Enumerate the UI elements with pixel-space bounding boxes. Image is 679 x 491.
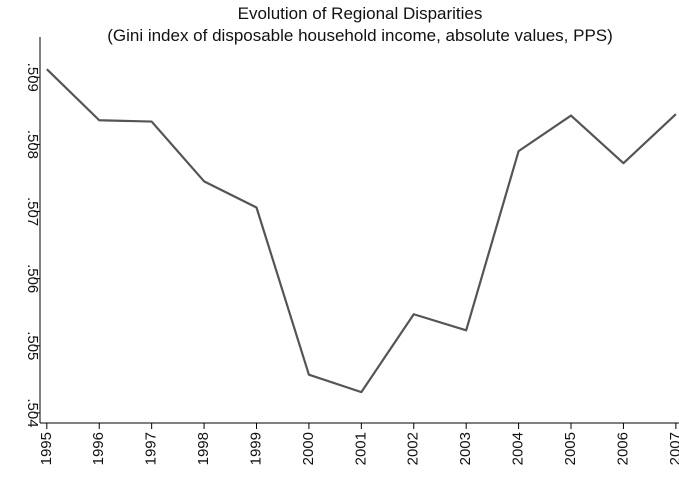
- x-tick-label: 2002: [405, 432, 422, 465]
- y-tick-label: .506: [24, 264, 41, 293]
- y-tick-label: .509: [24, 63, 41, 92]
- y-tick-label: .504: [24, 398, 41, 427]
- x-tick-label: 2007: [667, 432, 679, 465]
- x-tick-label: 2000: [300, 432, 317, 465]
- x-tick-label: 2001: [352, 432, 369, 465]
- x-tick-label: 2004: [510, 432, 527, 465]
- y-tick-label: .507: [24, 197, 41, 226]
- x-tick-label: 2005: [562, 432, 579, 465]
- x-tick-label: 1997: [143, 432, 160, 465]
- x-tick-label: 2006: [614, 432, 631, 465]
- x-tick-label: 1996: [90, 432, 107, 465]
- data-line: [46, 68, 677, 394]
- x-tick-label: 1999: [247, 432, 264, 465]
- chart-subtitle: (Gini index of disposable household inco…: [107, 26, 613, 45]
- y-tick-label: .505: [24, 331, 41, 360]
- x-tick-label: 1998: [195, 432, 212, 465]
- y-tick-label: .508: [24, 130, 41, 159]
- x-tick-label: 1995: [38, 432, 55, 465]
- x-tick-label: 2003: [457, 432, 474, 465]
- chart-title: Evolution of Regional Disparities: [238, 4, 483, 23]
